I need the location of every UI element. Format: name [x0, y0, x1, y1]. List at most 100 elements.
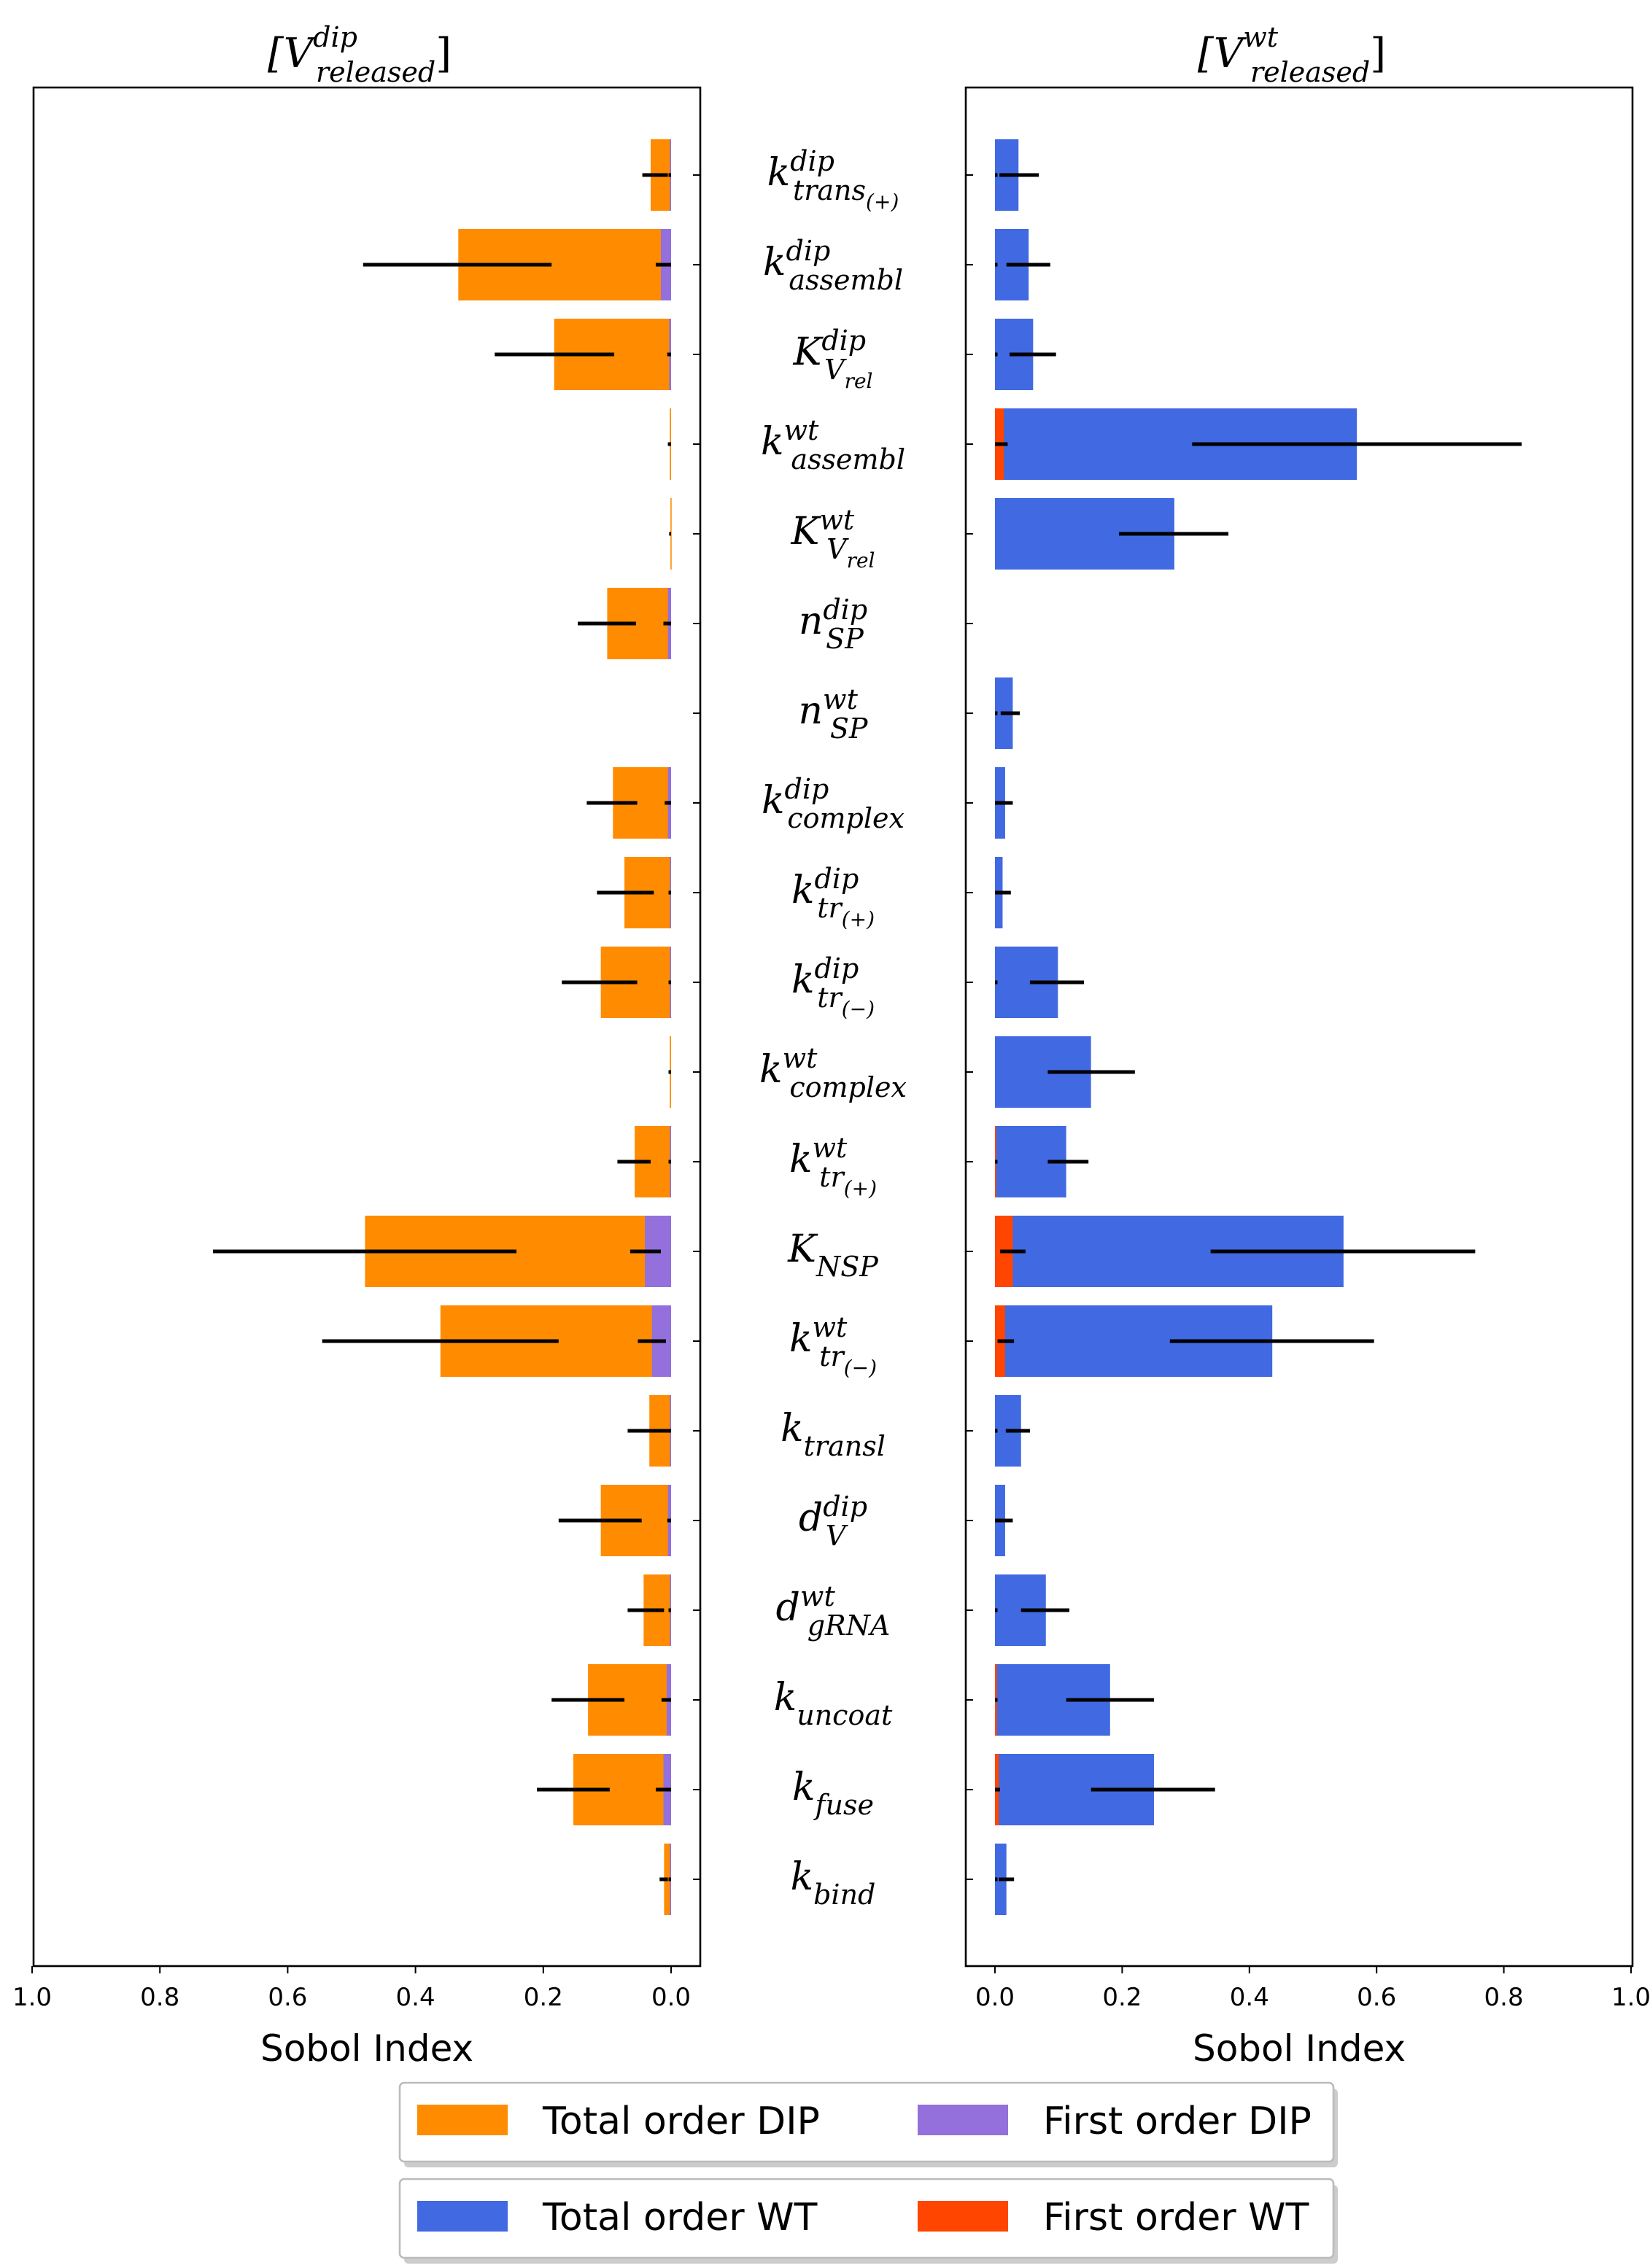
label-sup: dip	[821, 325, 866, 357]
label-sub: gRNA	[807, 1609, 891, 1642]
x-tick-label: 0.6	[268, 1983, 307, 2012]
label-subsub: (+)	[842, 907, 875, 931]
label-sub: NSP	[816, 1251, 879, 1283]
x-tick-label: 0.2	[524, 1983, 563, 2012]
parameter-label: kdip tr(−)	[791, 952, 875, 1021]
label-sub: V	[826, 533, 849, 565]
label-sub: uncoat	[797, 1699, 893, 1731]
label-sub: tr	[817, 892, 843, 924]
title-base: [V	[1198, 30, 1247, 77]
label-base: n	[799, 689, 824, 733]
label-sup: wt	[812, 1311, 848, 1343]
title-sub: released	[1250, 56, 1370, 88]
label-sub: SP	[830, 712, 869, 745]
label-sub: fuse	[813, 1789, 874, 1821]
x-tick-label: 1.0	[12, 1983, 52, 2012]
label-base: k	[774, 1676, 797, 1720]
parameter-label: kdip assembl	[763, 235, 903, 296]
parameter-label: kwt complex	[759, 1042, 907, 1103]
panel-title: [Vdip released]	[268, 21, 452, 88]
title-sub: released	[316, 56, 435, 88]
label-sub: transl	[804, 1430, 886, 1462]
label-sup: dip	[823, 1491, 867, 1523]
parameter-label: kuncoat	[774, 1676, 893, 1731]
legend-label: First order WT	[1043, 2196, 1309, 2240]
label-sub: tr	[819, 1161, 845, 1193]
label-sup: dip	[786, 235, 831, 267]
label-subsub: (+)	[866, 190, 899, 214]
label-sup: dip	[790, 145, 834, 177]
label-sub: trans	[793, 174, 866, 206]
x-axis-label: Sobol Index	[260, 2027, 473, 2070]
legend-label: Total order DIP	[542, 2100, 820, 2143]
label-sup: dip	[814, 863, 859, 895]
plot-frame	[32, 86, 702, 1968]
x-tick-label: 0.0	[975, 1983, 1015, 2012]
label-subsub: (−)	[842, 997, 875, 1021]
legend-box	[398, 2178, 1335, 2259]
label-base: d	[799, 1496, 823, 1540]
legend-swatch	[417, 2105, 508, 2135]
parameter-label: nwt SP	[799, 683, 869, 745]
label-base: k	[789, 1317, 813, 1361]
label-base: d	[776, 1586, 800, 1630]
title-base: [V	[268, 30, 317, 77]
legend-label: Total order WT	[542, 2196, 818, 2240]
label-base: K	[792, 330, 824, 374]
x-tick-label: 0.6	[1357, 1983, 1396, 2012]
x-axis-label: Sobol Index	[1193, 2027, 1406, 2070]
parameter-label: kdip tr(+)	[791, 863, 875, 931]
parameter-label: kwt tr(−)	[789, 1311, 877, 1380]
parameter-label: ndip SP	[799, 594, 867, 655]
x-tick-label: 0.4	[1230, 1983, 1269, 2012]
label-sub: V	[824, 354, 847, 386]
parameter-label: kwt assembl	[761, 414, 905, 475]
legend: Total order DIP First order DIP Total orde…	[398, 2081, 1338, 2264]
label-base: k	[763, 241, 786, 284]
parameter-label: kwt tr(+)	[789, 1132, 877, 1200]
label-base: k	[792, 1766, 816, 1809]
label-sub: tr	[819, 1340, 845, 1372]
parameter-label: kfuse	[792, 1766, 874, 1821]
label-base: k	[789, 1138, 813, 1181]
label-base: k	[761, 420, 784, 464]
title-sup: wt	[1243, 21, 1279, 53]
label-sup: wt	[812, 1132, 848, 1164]
label-sup: wt	[783, 1042, 818, 1074]
x-tick-label: 0.8	[140, 1983, 179, 2012]
label-base: k	[791, 958, 815, 1002]
x-tick-label: 0.0	[651, 1983, 691, 2012]
label-sup: wt	[784, 414, 820, 446]
label-base: k	[762, 779, 785, 823]
parameter-label: ddip V	[799, 1491, 867, 1552]
label-sup: wt	[823, 683, 859, 715]
parameter-label: dwt gRNA	[776, 1580, 891, 1642]
title-close: ]	[435, 30, 452, 77]
label-base: K	[790, 510, 821, 554]
panel-title: [Vwt released]	[1198, 21, 1386, 88]
parameter-label: kbind	[791, 1855, 876, 1911]
legend-label: First order DIP	[1043, 2100, 1312, 2143]
parameter-label: KNSP	[787, 1227, 879, 1283]
left-panel-dip: 1.0 0.8 0.6 0.4 0.2 0.0 Sobol Index [Vdip releas…	[12, 21, 702, 2070]
title-sup: dip	[313, 21, 357, 53]
label-base: k	[767, 151, 791, 195]
label-sub: assembl	[791, 443, 905, 475]
label-sup: wt	[819, 504, 855, 536]
label-sub: V	[826, 1520, 848, 1552]
label-subsub: (−)	[844, 1356, 877, 1380]
label-sub: complex	[789, 1071, 907, 1103]
label-base: n	[799, 599, 824, 643]
x-tick-label: 0.8	[1484, 1983, 1524, 2012]
legend-swatch	[417, 2201, 508, 2232]
x-tick-label: 0.4	[396, 1983, 435, 2012]
right-panel-wt: 0.0 0.2 0.4 0.6 0.8 1.0 Sobol Index [Vwt release…	[964, 21, 1650, 2070]
label-sub: SP	[826, 623, 864, 655]
plot-frame	[964, 86, 1634, 1968]
parameter-label: Kdip Vrel	[792, 325, 872, 393]
label-sub: tr	[817, 982, 843, 1014]
label-sup: wt	[800, 1580, 836, 1612]
parameter-label: Kwt Vrel	[790, 504, 875, 572]
legend-swatch	[918, 2105, 1008, 2135]
